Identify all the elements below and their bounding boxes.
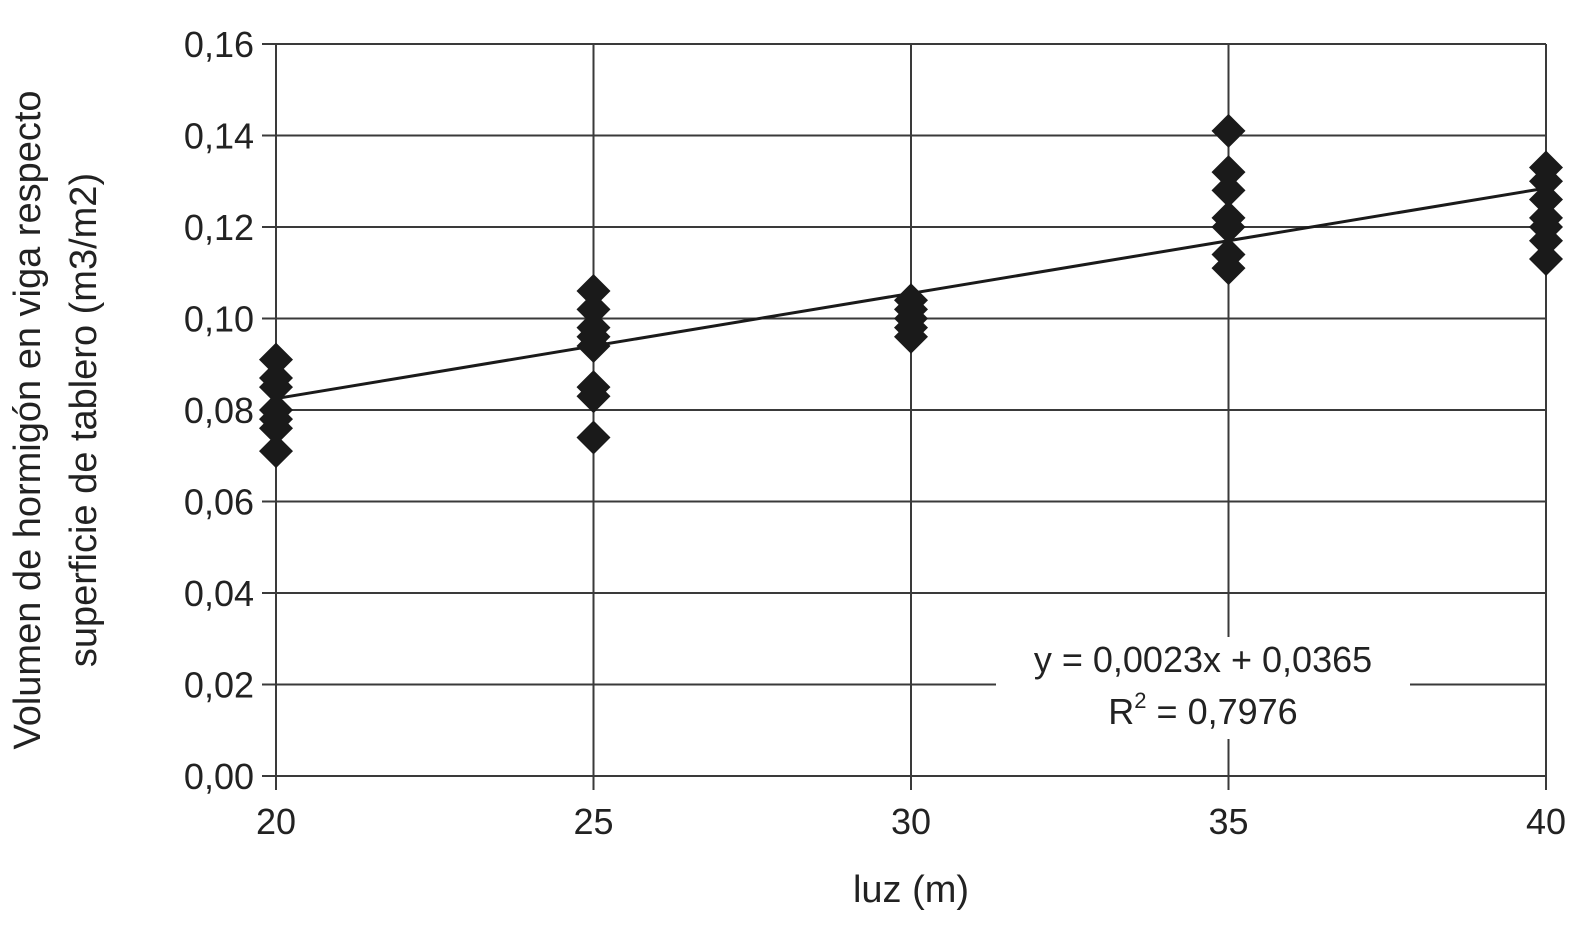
data-point xyxy=(1529,164,1563,199)
data-point xyxy=(576,292,611,327)
x-tick-label: 20 xyxy=(256,801,296,842)
data-point xyxy=(259,434,293,469)
y-tick-label: 0,04 xyxy=(184,573,254,614)
data-points xyxy=(259,113,1563,469)
data-point xyxy=(894,319,928,354)
y-tick-label: 0,14 xyxy=(184,116,254,157)
x-axis-title: luz (m) xyxy=(853,869,969,911)
x-tick-label: 25 xyxy=(573,801,613,842)
data-point xyxy=(1529,182,1563,217)
y-tick-label: 0,10 xyxy=(184,299,254,340)
y-tick-label: 0,02 xyxy=(184,665,254,706)
equation-background xyxy=(996,637,1410,739)
data-point xyxy=(259,411,293,446)
r-squared-base: R xyxy=(1108,691,1134,732)
r-squared-exponent: 2 xyxy=(1134,688,1146,713)
data-point xyxy=(576,379,611,414)
x-tick-label: 30 xyxy=(891,801,931,842)
r-squared-label: R2 = 0,7976 xyxy=(1108,688,1297,732)
data-point xyxy=(1211,113,1246,148)
r-squared-value: = 0,7976 xyxy=(1147,691,1298,732)
data-point xyxy=(1211,155,1246,190)
y-tick-label: 0,12 xyxy=(184,207,254,248)
data-point xyxy=(576,420,611,455)
data-point xyxy=(1529,223,1563,258)
y-tick-label: 0,08 xyxy=(184,390,254,431)
y-tick-label: 0,16 xyxy=(184,24,254,65)
data-point xyxy=(576,328,611,363)
y-axis-title-line1: Volumen de hormigón en viga respecto xyxy=(7,90,49,749)
data-point xyxy=(1211,210,1246,244)
y-tick-label: 0,06 xyxy=(184,482,254,523)
y-axis-title-line2: superficie de tablero (m3/m2) xyxy=(63,173,105,667)
data-point xyxy=(259,370,293,405)
data-point xyxy=(259,342,293,377)
x-tick-label: 35 xyxy=(1208,801,1248,842)
trendline-equation: y = 0,0023x + 0,0365 xyxy=(1034,639,1372,680)
data-point xyxy=(576,274,611,309)
axis-ticks: 0,00 0,02 0,04 0,06 0,08 0,10 0,12 0,14 0,16 20 25… xyxy=(184,24,1566,842)
data-point xyxy=(1211,173,1246,208)
y-tick-label: 0,00 xyxy=(184,756,254,797)
x-tick-label: 40 xyxy=(1526,801,1566,842)
data-point xyxy=(1211,251,1246,286)
data-point xyxy=(1529,242,1563,277)
